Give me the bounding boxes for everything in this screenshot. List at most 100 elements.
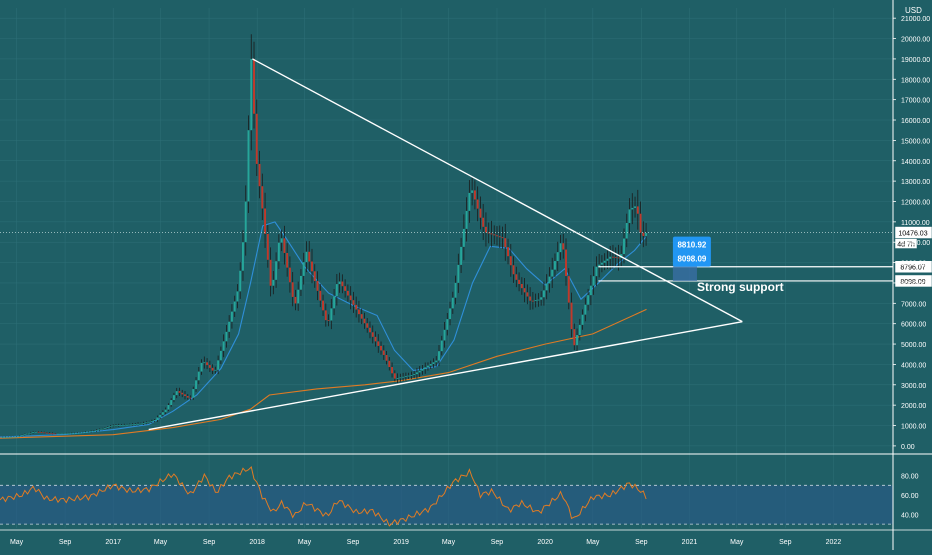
candle-body xyxy=(26,433,29,435)
rsi-band xyxy=(0,485,893,525)
candle-body xyxy=(374,336,377,342)
candle-body xyxy=(357,309,360,315)
candle-body xyxy=(178,391,181,393)
candle-body xyxy=(592,276,595,286)
candle-body xyxy=(614,256,617,258)
candle-body xyxy=(542,290,545,298)
candle-body xyxy=(338,281,341,285)
candle-body xyxy=(606,258,609,261)
candle-body xyxy=(426,365,429,368)
price-tick-label: 4000.00 xyxy=(901,362,926,369)
candle-body xyxy=(496,235,498,237)
moving-average-line xyxy=(0,221,647,438)
candle-body xyxy=(391,367,394,374)
price-tick-label: 10000.00 xyxy=(901,240,930,247)
candle-body xyxy=(101,428,104,430)
candle-body xyxy=(242,242,244,271)
candle-body xyxy=(288,267,291,283)
candle-body xyxy=(319,290,322,301)
candle-body xyxy=(598,264,601,267)
candle-body xyxy=(186,396,189,398)
candle-body xyxy=(520,283,523,289)
candle-body xyxy=(302,262,305,276)
candle-body xyxy=(280,238,283,243)
price-tick-label: 0.00 xyxy=(901,444,915,451)
price-tick-label: 15000.00 xyxy=(901,138,930,145)
candle-body xyxy=(253,58,255,114)
price-tick-label: 19000.00 xyxy=(901,57,930,64)
candles-layer xyxy=(1,34,648,439)
trendline xyxy=(148,320,743,431)
candle-body xyxy=(396,378,399,379)
callout-box xyxy=(672,236,711,267)
candle-body xyxy=(228,321,231,332)
candle-body xyxy=(233,301,236,312)
candle-body xyxy=(512,265,515,275)
price-tick-label: 2000.00 xyxy=(901,403,926,410)
time-tick-label: 2018 xyxy=(249,539,265,546)
candle-body xyxy=(559,243,562,253)
trendline xyxy=(252,58,743,323)
candle-body xyxy=(87,431,90,433)
candle-body xyxy=(509,256,512,266)
candle-body xyxy=(548,276,551,284)
candle-body xyxy=(222,341,225,351)
candle-body xyxy=(29,432,32,434)
candle-body xyxy=(214,369,217,371)
candle-body xyxy=(413,374,416,376)
price-tick-label: 21000.00 xyxy=(901,16,930,23)
candle-body xyxy=(208,365,211,368)
countdown-box xyxy=(894,238,918,249)
candle-body xyxy=(457,264,460,283)
price-tick-label: 18000.00 xyxy=(901,77,930,84)
candle-body xyxy=(531,300,534,302)
candle-body xyxy=(142,423,145,424)
candle-body xyxy=(507,247,509,257)
candle-body xyxy=(465,210,468,229)
candle-body xyxy=(504,238,507,248)
candle-body xyxy=(551,269,554,277)
candle-body xyxy=(382,350,385,355)
candle-body xyxy=(421,369,424,371)
candle-body xyxy=(501,237,504,239)
candle-body xyxy=(529,296,532,301)
candle-body xyxy=(570,302,573,330)
candle-body xyxy=(410,375,413,376)
candle-body xyxy=(170,400,173,405)
candle-body xyxy=(476,199,479,209)
candle-body xyxy=(399,377,402,379)
candle-body xyxy=(37,431,40,433)
currency-label: USD xyxy=(905,6,922,15)
price-tick-label: 17000.00 xyxy=(901,98,930,105)
candle-body xyxy=(438,351,440,361)
candle-body xyxy=(589,285,592,296)
price-tick-label: 6000.00 xyxy=(901,322,926,329)
time-tick-label: May xyxy=(10,539,24,546)
candle-body xyxy=(192,389,195,398)
candle-body xyxy=(424,367,427,370)
candle-body xyxy=(600,262,603,265)
candle-body xyxy=(4,437,7,438)
candle-body xyxy=(76,433,79,435)
candle-body xyxy=(407,375,410,377)
callout-label: 8098.09 xyxy=(677,255,706,264)
time-tick-label: Sep xyxy=(491,539,504,546)
candle-body xyxy=(59,433,62,435)
candle-body xyxy=(153,420,156,422)
candle-body xyxy=(311,261,313,272)
candle-body xyxy=(18,435,21,437)
candle-body xyxy=(366,323,369,328)
candle-body xyxy=(200,362,203,372)
candle-body xyxy=(62,433,65,435)
candle-body xyxy=(114,425,117,427)
strong-support-annotation: Strong support xyxy=(697,280,784,294)
candle-body xyxy=(313,271,316,282)
candle-body xyxy=(487,232,490,234)
candle-body xyxy=(578,324,581,336)
candle-body xyxy=(305,251,308,263)
candle-body xyxy=(68,433,70,435)
candle-body xyxy=(526,292,529,297)
candle-body xyxy=(603,260,606,263)
